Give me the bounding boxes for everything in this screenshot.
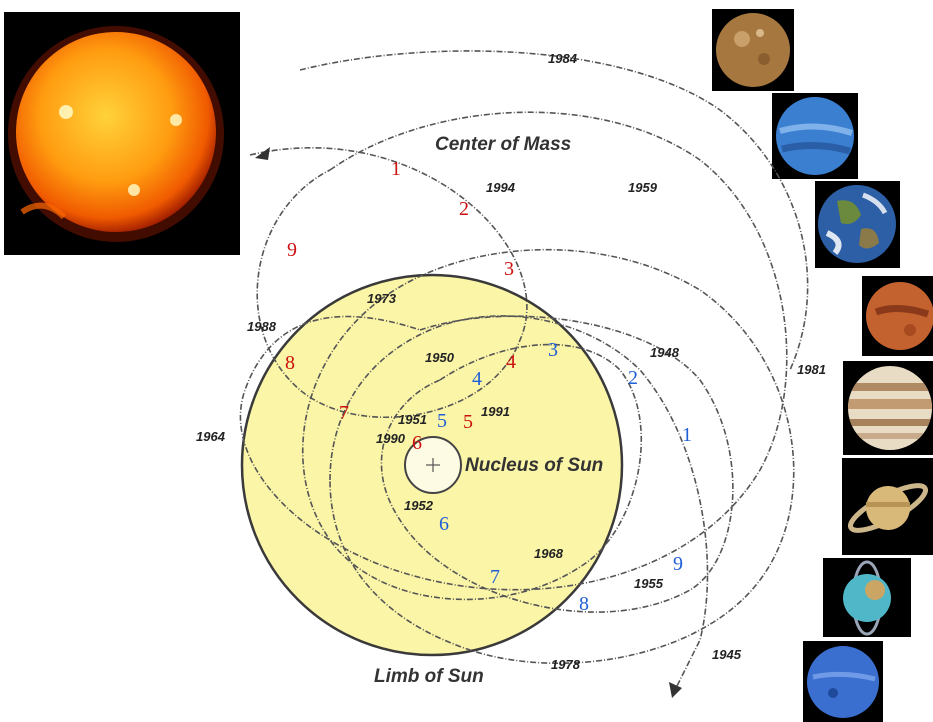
blue-number: 7 — [490, 566, 500, 588]
red-number: 1 — [391, 158, 401, 180]
blue-number: 6 — [439, 513, 449, 535]
year-label: 1973 — [367, 291, 397, 306]
neptune-image — [803, 641, 883, 722]
year-label: 1952 — [404, 498, 434, 513]
year-label: 1994 — [486, 180, 516, 195]
mercury-image — [712, 9, 794, 91]
path-arrow-end — [669, 682, 682, 698]
blue-number: 3 — [548, 339, 558, 361]
red-number: 9 — [287, 239, 297, 261]
year-label: 1955 — [634, 576, 664, 591]
nucleus-of-sun-label: Nucleus of Sun — [465, 455, 603, 476]
blue-number: 5 — [437, 410, 447, 432]
red-number: 6 — [412, 432, 422, 454]
year-label: 1988 — [247, 319, 277, 334]
red-number: 4 — [506, 351, 516, 373]
sun-photo — [4, 12, 240, 255]
year-label: 1945 — [712, 647, 742, 662]
earth-image — [815, 181, 900, 268]
year-label: 1984 — [548, 51, 578, 66]
center-of-mass-path — [239, 50, 809, 691]
venus-image — [772, 93, 858, 179]
year-label: 1981 — [797, 362, 826, 377]
blue-number: 1 — [682, 424, 692, 446]
year-label: 1948 — [650, 345, 680, 360]
limb-of-sun-label: Limb of Sun — [374, 666, 484, 687]
red-number: 3 — [504, 258, 514, 280]
year-label: 1950 — [425, 350, 455, 365]
path-arrow-start — [255, 147, 270, 160]
year-label: 1959 — [628, 180, 658, 195]
red-number: 5 — [463, 411, 473, 433]
blue-number: 2 — [628, 367, 638, 389]
red-number: 2 — [459, 198, 469, 220]
year-label: 1978 — [551, 657, 581, 672]
blue-number: 8 — [579, 593, 589, 615]
year-label: 1964 — [196, 429, 226, 444]
jupiter-image — [843, 361, 933, 455]
red-number: 7 — [339, 402, 349, 424]
mars-image — [862, 276, 933, 356]
year-label: 1951 — [398, 412, 427, 427]
uranus-image — [823, 558, 911, 637]
blue-number: 4 — [472, 368, 482, 390]
saturn-image — [842, 458, 933, 555]
red-number: 8 — [285, 352, 295, 374]
year-label: 1968 — [534, 546, 564, 561]
year-label: 1991 — [481, 404, 510, 419]
center-of-mass-label: Center of Mass — [435, 134, 571, 155]
blue-number: 9 — [673, 553, 683, 575]
year-label: 1990 — [376, 431, 406, 446]
